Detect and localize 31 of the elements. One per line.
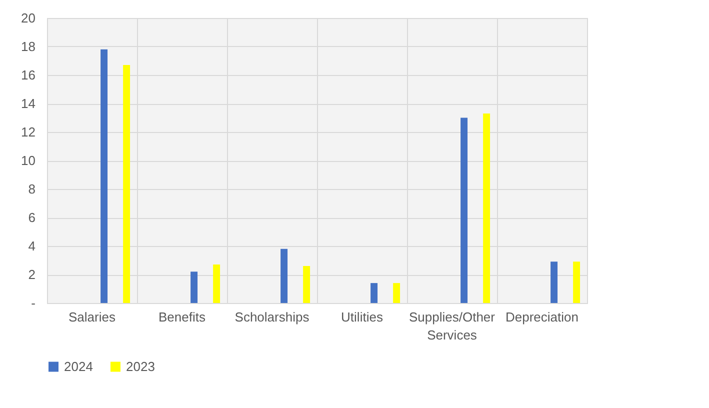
- bar: [280, 248, 288, 303]
- x-tick-label: Benefits: [158, 310, 206, 324]
- y-tick-label: 4: [28, 238, 36, 254]
- bar: [550, 262, 558, 303]
- bar: [303, 266, 310, 303]
- x-tick-label: Salaries: [68, 310, 116, 324]
- y-tick-label: 18: [21, 39, 36, 54]
- y-tick-label: 6: [28, 210, 36, 225]
- y-tick-label: 10: [21, 153, 36, 168]
- legend-label: 2023: [126, 358, 155, 374]
- bar: [393, 283, 400, 303]
- x-tick-label: Supplies/Other Services: [409, 310, 496, 342]
- bar: [123, 65, 130, 303]
- bar: [483, 113, 490, 303]
- bar: [213, 264, 220, 303]
- y-tick-label: 2: [28, 267, 36, 282]
- y-tick-label: 14: [21, 96, 36, 111]
- bar: [573, 262, 580, 303]
- y-tick-label: -: [31, 296, 36, 310]
- x-tick-label: Depreciation: [506, 310, 578, 324]
- bar: [190, 272, 198, 303]
- bar: [370, 283, 378, 303]
- y-tick-label: 16: [21, 68, 36, 82]
- legend-label: 2024: [64, 358, 93, 374]
- y-tick-label: 20: [21, 10, 36, 26]
- bar: [460, 118, 468, 303]
- y-tick-label: 8: [28, 182, 36, 196]
- y-tick-label: 12: [21, 124, 36, 140]
- bar: [100, 49, 108, 303]
- x-tick-label: Scholarships: [234, 310, 310, 324]
- x-tick-label: Utilities: [341, 310, 384, 324]
